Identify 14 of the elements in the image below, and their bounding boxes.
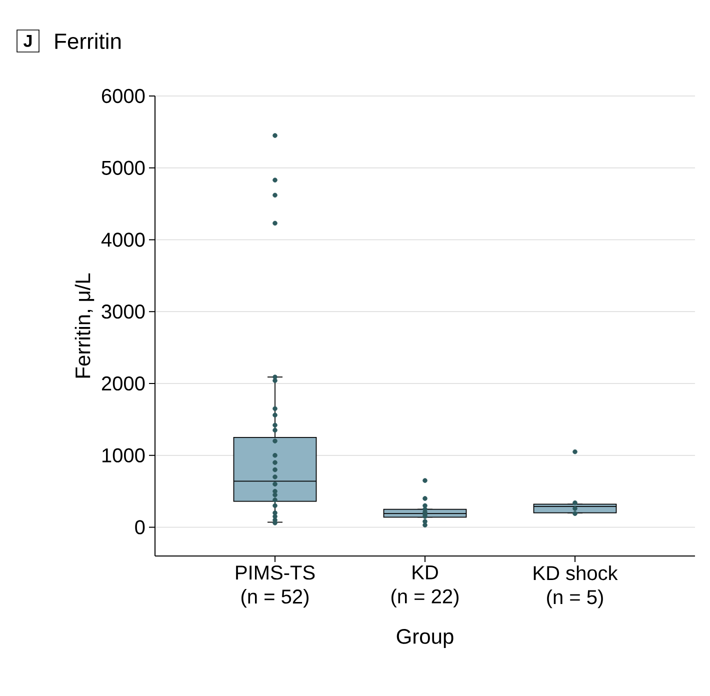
y-tick-label: 1000 <box>102 448 145 462</box>
y-tick-label: 4000 <box>101 232 145 247</box>
x-tick-label: KD shock (n = 5) <box>534 566 618 608</box>
y-tick-label: 0 <box>135 520 145 534</box>
y-tick-label: 3000 <box>102 304 145 319</box>
x-tick-label: PIMS-TS (n = 52) <box>236 566 315 608</box>
y-tick-label: 6000 <box>102 88 145 104</box>
x-axis-title: Group <box>396 629 454 648</box>
chart-subtitle: J <box>24 35 32 47</box>
y-tick-label: 5000 <box>102 160 145 175</box>
x-tick-label: KD (n = 22) <box>392 566 458 608</box>
chart-title: Ferritin <box>55 32 121 50</box>
y-tick-label: 2000 <box>102 376 145 391</box>
y-axis-title: Ferritin, μ/L <box>74 273 94 378</box>
